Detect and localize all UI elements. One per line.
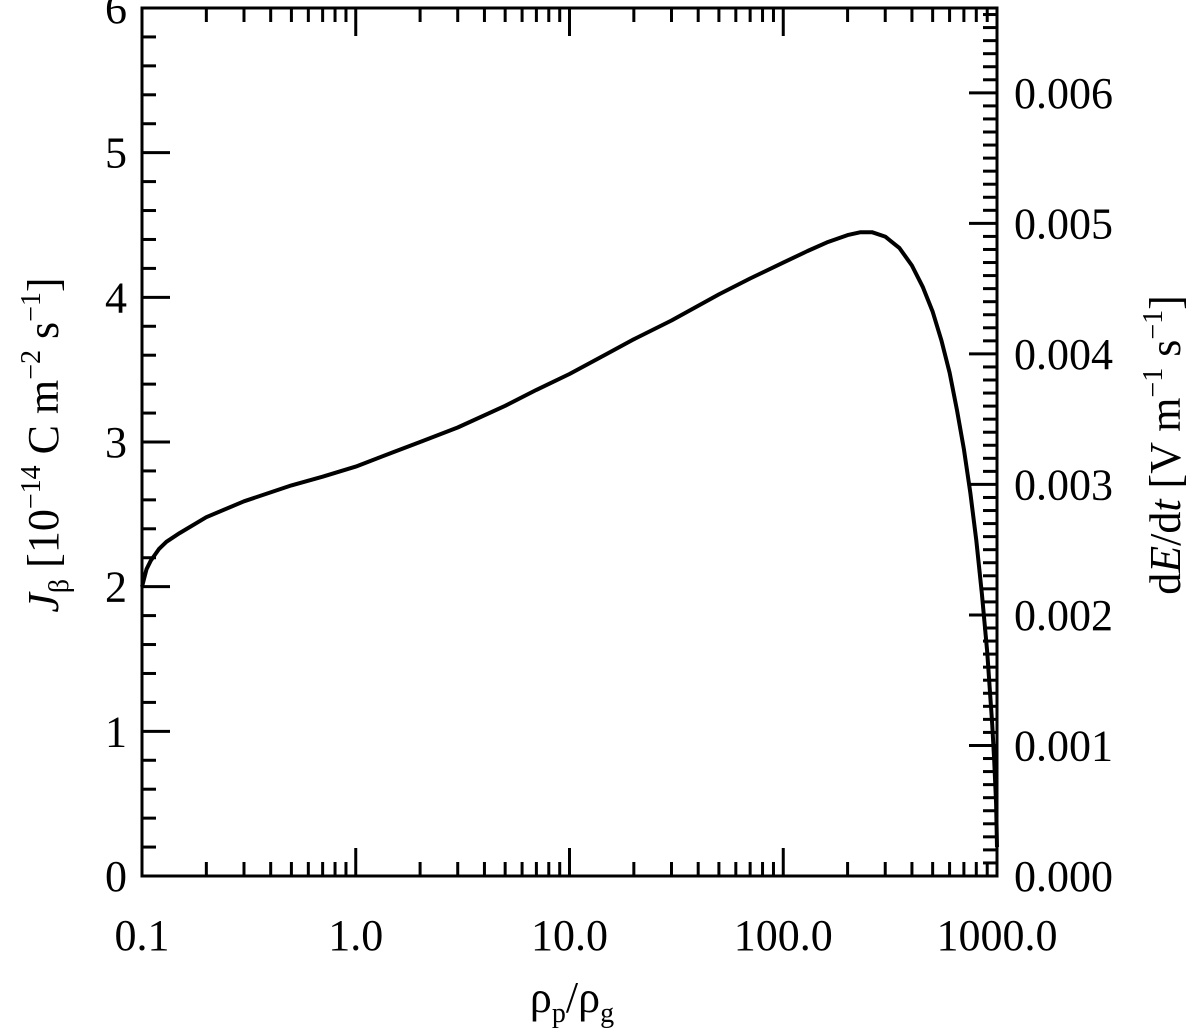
y2-tick-label: 0.002 bbox=[1014, 591, 1113, 640]
y-axis-label: Jβ [10−14 C m−2 s−1] bbox=[16, 277, 75, 612]
y-tick-label: 2 bbox=[105, 563, 127, 612]
x-tick-label: 10.0 bbox=[531, 911, 608, 960]
y2-tick-label: 0.004 bbox=[1014, 330, 1113, 379]
y-tick-label: 0 bbox=[105, 852, 127, 901]
x-tick-label: 0.1 bbox=[115, 911, 170, 960]
series-line bbox=[140, 230, 999, 848]
x-tick-labels: 0.1 1.0 10.0 100.0 1000.0 bbox=[115, 911, 1058, 960]
x-tick-label: 1.0 bbox=[328, 911, 383, 960]
y2-tick-label: 0.001 bbox=[1014, 721, 1113, 770]
y-tick-label: 3 bbox=[105, 418, 127, 467]
y2-axis-label: dE/dt [V m−1 s−1] bbox=[1138, 295, 1190, 595]
y-tick-label: 6 bbox=[105, 0, 127, 33]
y-tick-label: 1 bbox=[105, 707, 127, 756]
y2-tick-label: 0.000 bbox=[1014, 852, 1113, 901]
y2-tick-label: 0.006 bbox=[1014, 69, 1113, 118]
y-tick-labels: 0 1 2 3 4 5 6 bbox=[105, 0, 127, 901]
axis-ticks bbox=[140, 6, 999, 878]
x-tick-label: 1000.0 bbox=[937, 911, 1058, 960]
y-tick-label: 4 bbox=[105, 273, 127, 322]
x-axis-label: ρp/ρg bbox=[530, 973, 614, 1029]
y2-tick-label: 0.005 bbox=[1014, 199, 1113, 248]
y2-tick-labels: 0.000 0.001 0.002 0.003 0.004 0.005 0.006 bbox=[1014, 69, 1113, 901]
y-tick-label: 5 bbox=[105, 129, 127, 178]
y2-tick-label: 0.003 bbox=[1014, 460, 1113, 509]
x-tick-label: 100.0 bbox=[734, 911, 833, 960]
plot-frame bbox=[140, 6, 999, 878]
